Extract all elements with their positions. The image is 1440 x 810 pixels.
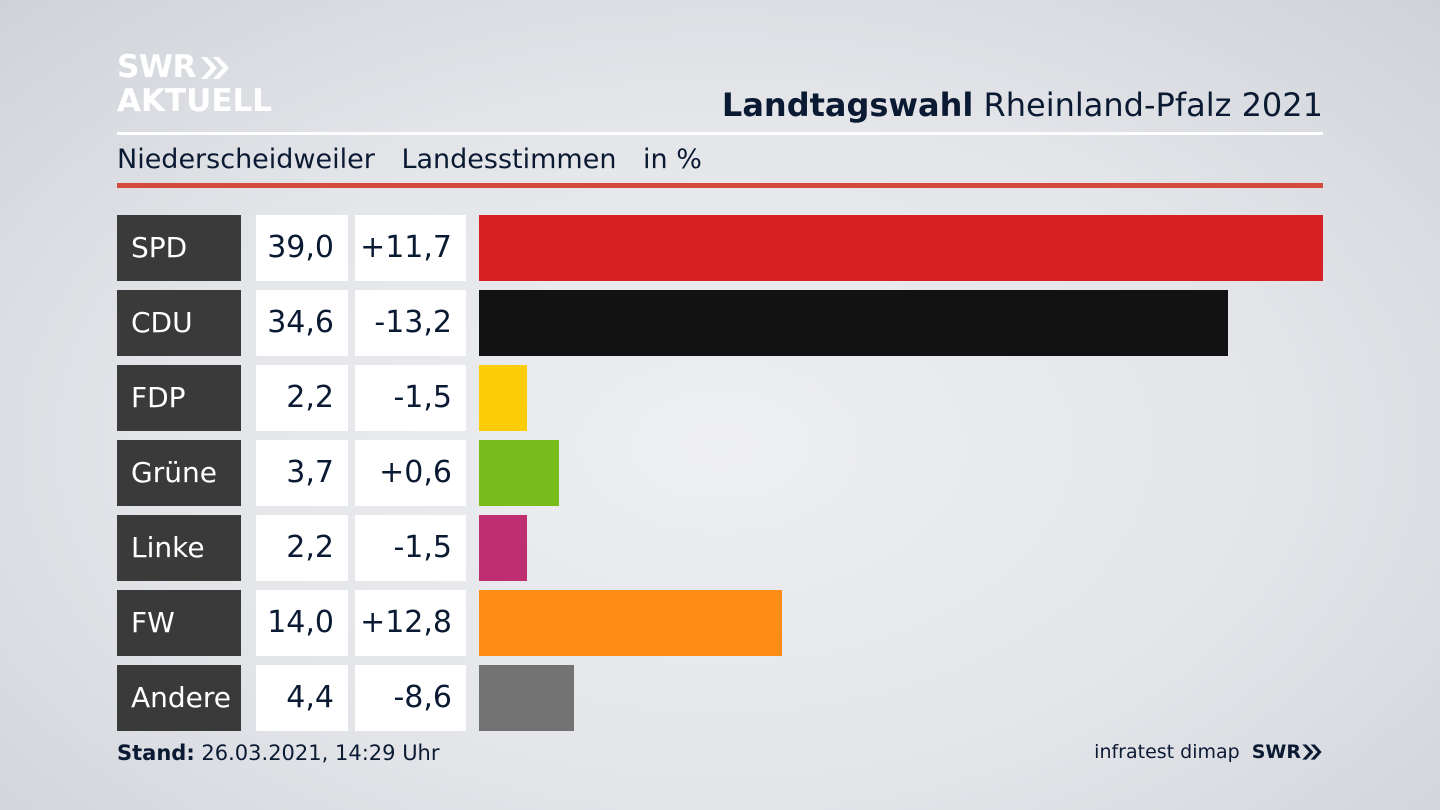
party-label: Andere [117,665,241,731]
stand-label: Stand: [117,741,195,765]
vote-share-label: 34,6 [256,290,348,356]
result-row: CDU 34,6 -13,2 [117,290,1323,356]
header-divider [117,132,1323,135]
location-label: Niederscheidweiler [117,144,375,175]
vote-share-label: 2,2 [256,515,348,581]
vote-share-bar [479,590,782,656]
vote-change-label: -1,5 [355,515,466,581]
unit-label: in % [643,144,702,175]
vote-share-bar [479,365,527,431]
vote-share-bar [479,290,1228,356]
vote-change-label: -1,5 [355,365,466,431]
vote-type-label: Landesstimmen [401,144,617,175]
vote-change-label: -13,2 [355,290,466,356]
stand-value: 26.03.2021, 14:29 Uhr [201,741,440,765]
timestamp: Stand: 26.03.2021, 14:29 Uhr [117,741,440,765]
title-rest: Rheinland-Pfalz 2021 [983,86,1323,124]
vote-share-label: 14,0 [256,590,348,656]
vote-share-label: 3,7 [256,440,348,506]
double-chevron-icon [1302,744,1322,760]
vote-change-label: +12,8 [355,590,466,656]
logo-text-swr: SWR [117,49,196,85]
vote-share-bar [479,215,1323,281]
result-row: Grüne 3,7 +0,6 [117,440,1323,506]
vote-change-label: +0,6 [355,440,466,506]
vote-share-bar [479,665,574,731]
vote-change-label: +11,7 [355,215,466,281]
chart-title: Landtagswahl Rheinland-Pfalz 2021 [722,86,1323,124]
party-label: FDP [117,365,241,431]
party-label: FW [117,590,241,656]
swr-aktuell-logo: SWR AKTUELL [117,52,272,117]
source-credit: infratest dimap SWR [1094,741,1323,763]
footer-swr-logo: SWR [1252,741,1323,763]
double-chevron-icon [200,56,229,79]
vote-share-label: 39,0 [256,215,348,281]
vote-share-label: 4,4 [256,665,348,731]
result-row: FW 14,0 +12,8 [117,590,1323,656]
chart-subtitle: Niederscheidweiler Landesstimmen in % [117,144,720,175]
party-label: CDU [117,290,241,356]
vote-share-bar [479,440,559,506]
logo-text-aktuell: AKTUELL [117,83,273,119]
vote-share-label: 2,2 [256,365,348,431]
vote-change-label: -8,6 [355,665,466,731]
source-label: infratest dimap [1094,741,1240,763]
footer-logo-text: SWR [1251,741,1301,763]
vote-share-bar [479,515,527,581]
result-row: Andere 4,4 -8,6 [117,665,1323,731]
result-row: SPD 39,0 +11,7 [117,215,1323,281]
party-label: Linke [117,515,241,581]
subtitle-divider [117,183,1323,188]
result-row: FDP 2,2 -1,5 [117,365,1323,431]
party-label: Grüne [117,440,241,506]
result-row: Linke 2,2 -1,5 [117,515,1323,581]
title-bold: Landtagswahl [721,86,974,124]
party-label: SPD [117,215,241,281]
